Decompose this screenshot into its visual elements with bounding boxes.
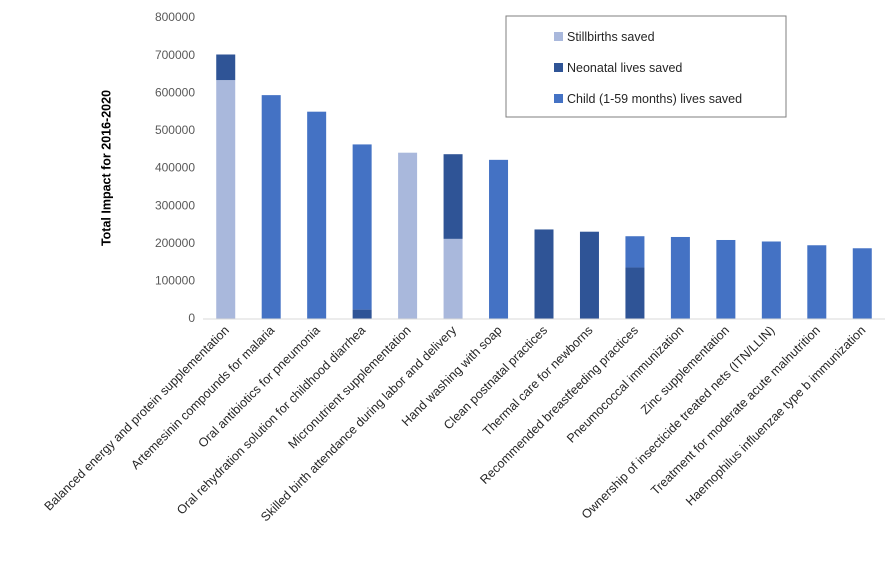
legend-swatch-neonatal	[554, 63, 563, 72]
bars	[216, 54, 872, 319]
y-tick-label: 0	[188, 311, 195, 325]
y-tick-label: 200000	[155, 236, 195, 250]
y-tick-label: 400000	[155, 161, 195, 175]
y-axis-title-group: Total Impact for 2016-2020	[99, 90, 113, 246]
bar-segment-child	[261, 95, 281, 319]
y-tick-label: 700000	[155, 48, 195, 62]
bar-segment-stillbirths	[443, 238, 463, 319]
y-axis-ticks: 0 100000 200000 300000 400000 500000 600000 700…	[155, 10, 195, 325]
legend-box	[505, 15, 787, 118]
bar-segment-neonatal	[443, 154, 463, 239]
bar-segment-child	[852, 248, 872, 319]
x-axis-category-labels: Balanced energy and protein supplementat…	[42, 323, 869, 525]
bar-segment-child	[352, 144, 372, 310]
x-category-label: Zinc supplementation	[638, 323, 732, 417]
x-category-label: Treatment for moderate acute malnutritio…	[648, 323, 823, 498]
x-category-label: Recommended breastfeeding practices	[477, 323, 641, 487]
bar-segment-child	[307, 111, 327, 319]
y-tick-label: 800000	[155, 10, 195, 24]
bar-segment-child	[716, 239, 736, 319]
bar-segment-child	[625, 236, 645, 268]
y-tick-label: 100000	[155, 274, 195, 288]
legend-swatch-child	[554, 94, 563, 103]
bar-segment-neonatal	[216, 54, 236, 81]
y-tick-label: 600000	[155, 85, 195, 99]
y-tick-label: 300000	[155, 198, 195, 212]
bar-segment-stillbirths	[216, 80, 236, 319]
bar-segment-neonatal	[579, 231, 599, 319]
bar-segment-neonatal	[534, 229, 554, 319]
legend-label-child: Child (1-59 months) lives saved	[567, 92, 742, 106]
y-tick-label: 500000	[155, 123, 195, 137]
bar-segment-child	[489, 159, 509, 319]
legend-swatch-stillbirths	[554, 32, 563, 41]
legend-label-neonatal: Neonatal lives saved	[567, 61, 682, 75]
legend-label-stillbirths: Stillbirths saved	[567, 30, 655, 44]
bar-segment-neonatal	[625, 267, 645, 319]
bar-segment-neonatal	[352, 309, 372, 319]
legend: Stillbirths saved Neonatal lives saved C…	[505, 15, 787, 118]
bar-segment-child	[761, 241, 781, 319]
bar-segment-child	[807, 245, 827, 319]
y-axis-title: Total Impact for 2016-2020	[99, 90, 113, 246]
bar-segment-stillbirths	[398, 152, 418, 319]
bar-segment-child	[670, 236, 690, 319]
